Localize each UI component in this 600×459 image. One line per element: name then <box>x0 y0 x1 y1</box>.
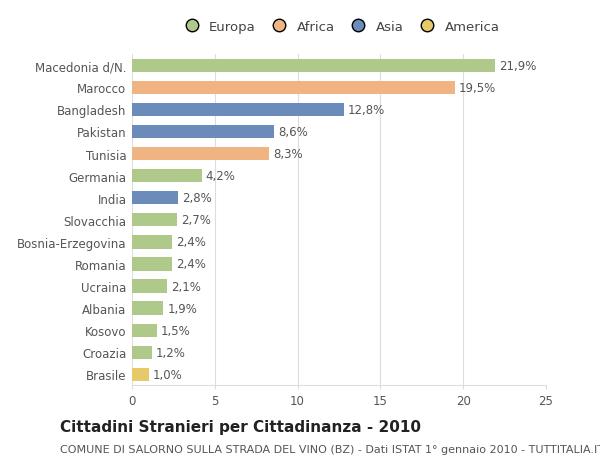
Bar <box>132 346 152 359</box>
Text: 4,2%: 4,2% <box>206 170 236 183</box>
Text: 8,6%: 8,6% <box>278 126 308 139</box>
Bar <box>132 258 172 271</box>
Text: COMUNE DI SALORNO SULLA STRADA DEL VINO (BZ) - Dati ISTAT 1° gennaio 2010 - TUTT: COMUNE DI SALORNO SULLA STRADA DEL VINO … <box>60 444 600 454</box>
Bar <box>132 236 172 249</box>
Text: 1,9%: 1,9% <box>167 302 197 315</box>
Bar <box>132 82 455 95</box>
Text: 12,8%: 12,8% <box>348 104 385 117</box>
Bar <box>132 368 149 381</box>
Text: 1,2%: 1,2% <box>156 346 186 359</box>
Text: 21,9%: 21,9% <box>499 60 536 73</box>
Text: 2,4%: 2,4% <box>176 258 206 271</box>
Bar <box>132 170 202 183</box>
Text: 8,3%: 8,3% <box>274 148 303 161</box>
Text: 2,1%: 2,1% <box>171 280 201 293</box>
Bar <box>132 126 274 139</box>
Bar <box>132 104 344 117</box>
Text: 2,8%: 2,8% <box>182 192 212 205</box>
Text: 1,0%: 1,0% <box>152 368 182 381</box>
Bar <box>132 302 163 315</box>
Bar <box>132 214 177 227</box>
Text: 2,4%: 2,4% <box>176 236 206 249</box>
Legend: Europa, Africa, Asia, America: Europa, Africa, Asia, America <box>173 16 505 39</box>
Bar <box>132 324 157 337</box>
Text: 2,7%: 2,7% <box>181 214 211 227</box>
Bar <box>132 148 269 161</box>
Text: Cittadini Stranieri per Cittadinanza - 2010: Cittadini Stranieri per Cittadinanza - 2… <box>60 419 421 434</box>
Bar <box>132 60 494 73</box>
Bar <box>132 280 167 293</box>
Text: 1,5%: 1,5% <box>161 324 191 337</box>
Bar <box>132 192 178 205</box>
Text: 19,5%: 19,5% <box>459 82 496 95</box>
